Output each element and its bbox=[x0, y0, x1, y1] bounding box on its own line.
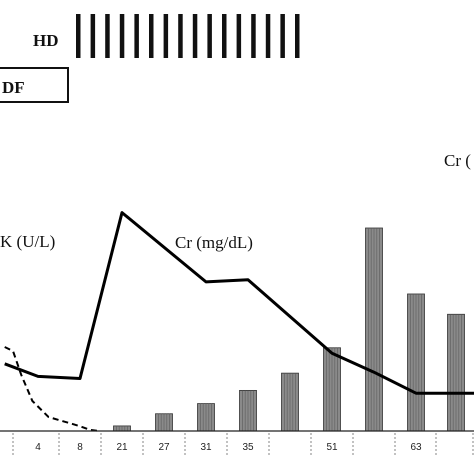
hd-session-bar bbox=[149, 14, 154, 58]
x-tick-label: 63 bbox=[410, 442, 422, 453]
hd-label: HD bbox=[33, 31, 59, 50]
hd-session-bar bbox=[163, 14, 169, 58]
x-tick-label: 51 bbox=[326, 442, 338, 453]
df-box bbox=[0, 67, 69, 103]
hd-session-bar bbox=[295, 14, 300, 58]
hd-session-bar bbox=[280, 14, 285, 58]
hd-session-bar bbox=[90, 14, 96, 58]
ck-line bbox=[4, 346, 100, 432]
cr-right-label: Cr ( bbox=[444, 151, 471, 170]
x-tick-labels: 4 8 21 27 31 35 51 63 bbox=[12, 433, 474, 456]
hd-session-bar bbox=[265, 14, 271, 58]
x-tick-label: 21 bbox=[116, 442, 128, 453]
hd-session-bar bbox=[251, 14, 256, 58]
hd-session-bar bbox=[222, 14, 227, 58]
hd-session-bars bbox=[76, 14, 300, 58]
hd-session-bar bbox=[76, 14, 81, 58]
hd-session-bar bbox=[207, 14, 212, 58]
x-tick-label: 31 bbox=[200, 442, 212, 453]
line-series bbox=[4, 211, 474, 432]
cr-label: Cr (mg/dL) bbox=[175, 233, 253, 252]
x-tick-label: 35 bbox=[242, 442, 254, 453]
hd-session-bar bbox=[192, 14, 198, 58]
x-tick-label: 27 bbox=[158, 442, 170, 453]
hd-session-bar bbox=[119, 14, 125, 58]
hd-session-bar bbox=[178, 14, 183, 58]
x-tick-label: 8 bbox=[77, 442, 83, 453]
x-tick-label: 4 bbox=[35, 442, 41, 453]
hd-session-bar bbox=[105, 14, 110, 58]
hd-session-bar bbox=[236, 14, 242, 58]
cr-line bbox=[4, 211, 474, 395]
bar-series bbox=[113, 227, 465, 432]
df-label: DF bbox=[2, 78, 25, 97]
hd-session-bar bbox=[134, 14, 139, 58]
ck-label: K (U/L) bbox=[0, 232, 55, 251]
